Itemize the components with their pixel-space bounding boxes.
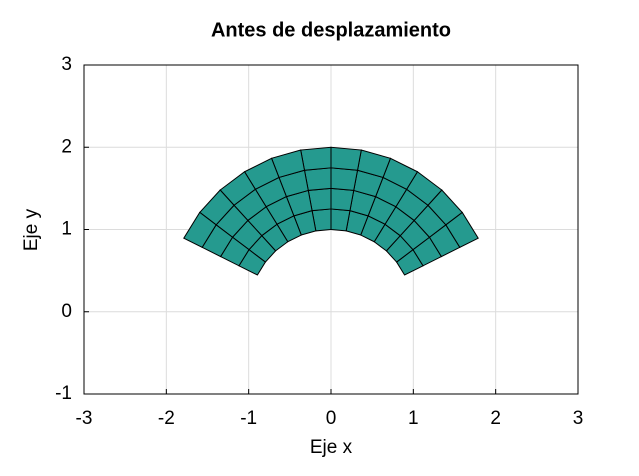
y-axis-label: Eje y <box>21 208 42 251</box>
y-tick-label: -1 <box>55 383 72 404</box>
axes-box <box>83 64 579 395</box>
x-tick-label: 3 <box>573 408 584 429</box>
x-tick-label: -1 <box>240 408 257 429</box>
y-tick-label: 0 <box>61 301 72 322</box>
mesh-cell <box>330 167 359 191</box>
mesh-cell <box>183 211 217 248</box>
mesh-cell <box>330 146 362 171</box>
mesh-cell <box>330 208 351 232</box>
x-tick-label: -3 <box>76 408 93 429</box>
chart-title: Antes de desplazamiento <box>211 19 451 41</box>
mesh-cell <box>300 146 332 171</box>
x-tick-label: -2 <box>158 408 175 429</box>
mesh-cell <box>330 187 355 212</box>
x-tick-label: 0 <box>326 408 337 429</box>
x-axis-label: Eje x <box>310 437 353 458</box>
x-tick-label: 2 <box>490 408 501 429</box>
mesh-cell <box>303 167 332 191</box>
y-tick-label: 3 <box>61 54 72 75</box>
y-tick-label: 2 <box>61 136 72 157</box>
y-tick-label: 1 <box>61 219 72 240</box>
x-tick-label: 1 <box>408 408 419 429</box>
